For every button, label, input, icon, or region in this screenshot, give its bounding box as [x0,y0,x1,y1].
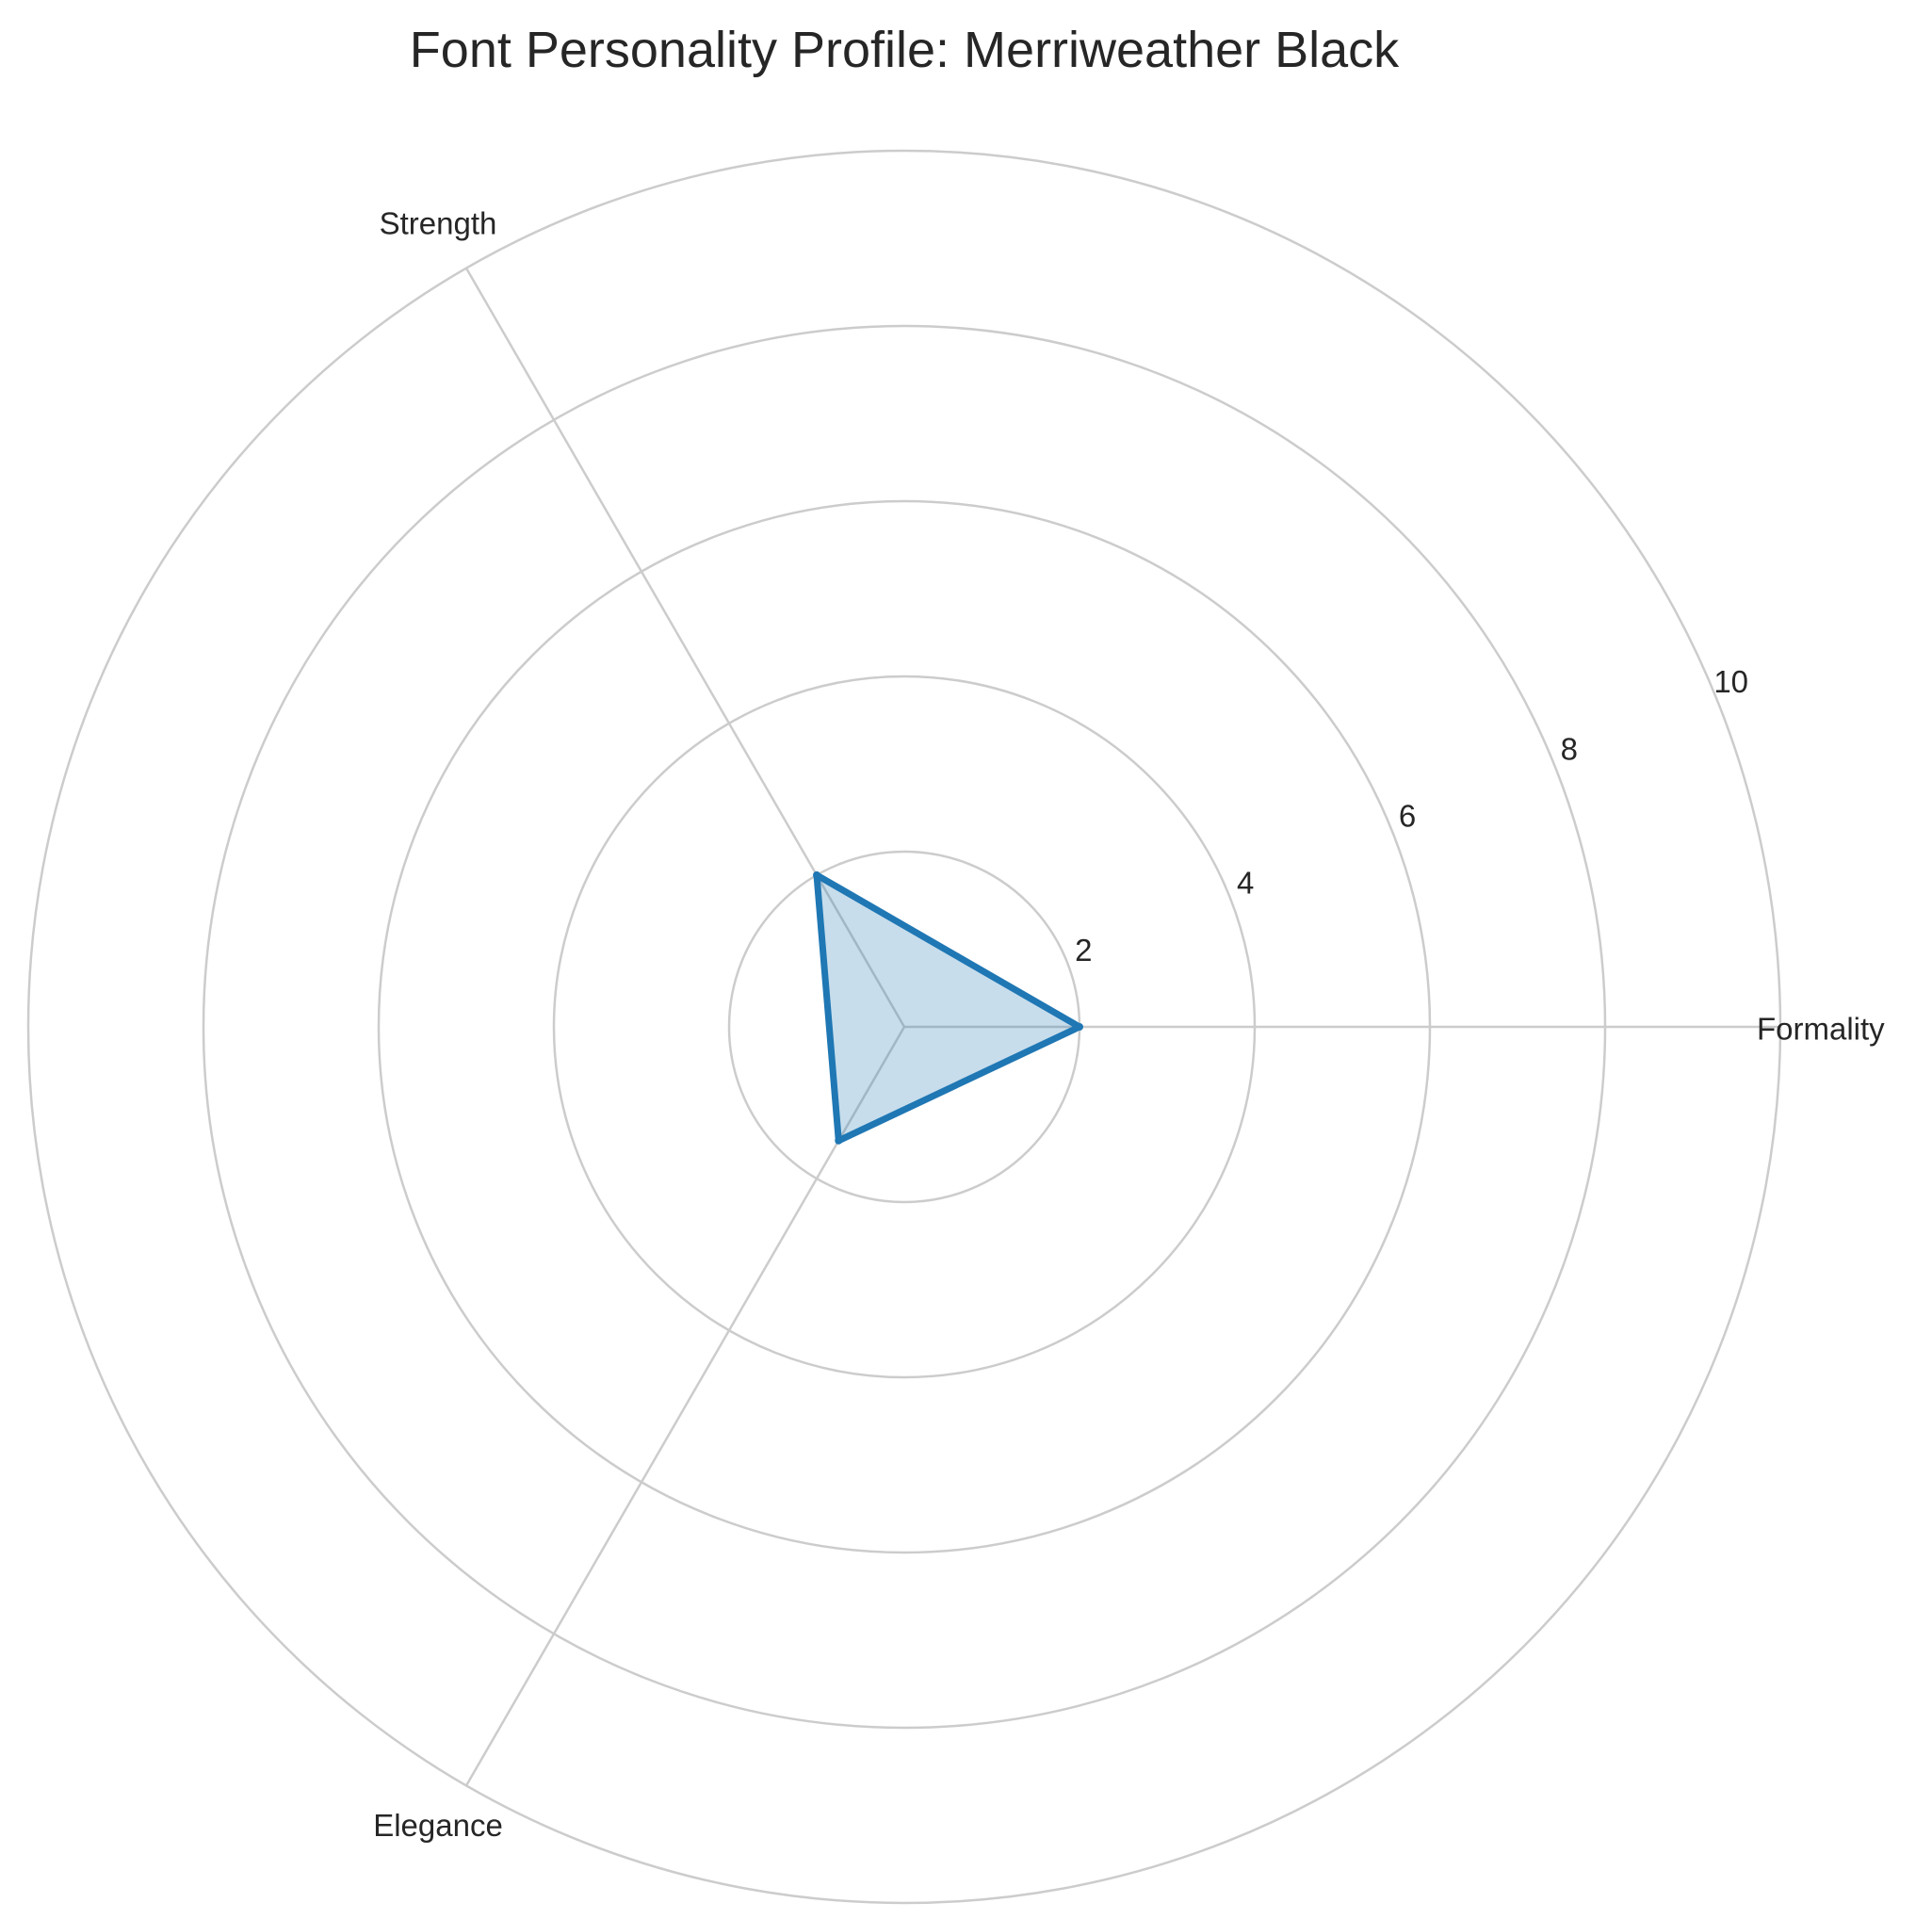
data-point-formality [1076,1023,1083,1031]
category-label-elegance: Elegance [373,1808,503,1843]
r-tick-label-2: 2 [1075,933,1092,968]
category-label-strength: Strength [380,205,497,240]
series-line-0 [813,871,1083,1145]
r-tick-label-8: 8 [1561,731,1578,766]
r-tick-label-10: 10 [1713,664,1748,699]
chart-title: Font Personality Profile: Merriweather B… [409,22,1400,78]
spoke-elegance [464,1026,906,1787]
spoke-strength [464,267,906,1028]
r-tick-label-6: 6 [1399,799,1416,834]
r-tick-label-4: 4 [1237,866,1254,901]
series-fill-0 [817,874,1080,1141]
data-point-strength [813,870,820,879]
data-point-elegance [835,1136,843,1145]
category-label-formality: Formality [1757,1012,1885,1047]
